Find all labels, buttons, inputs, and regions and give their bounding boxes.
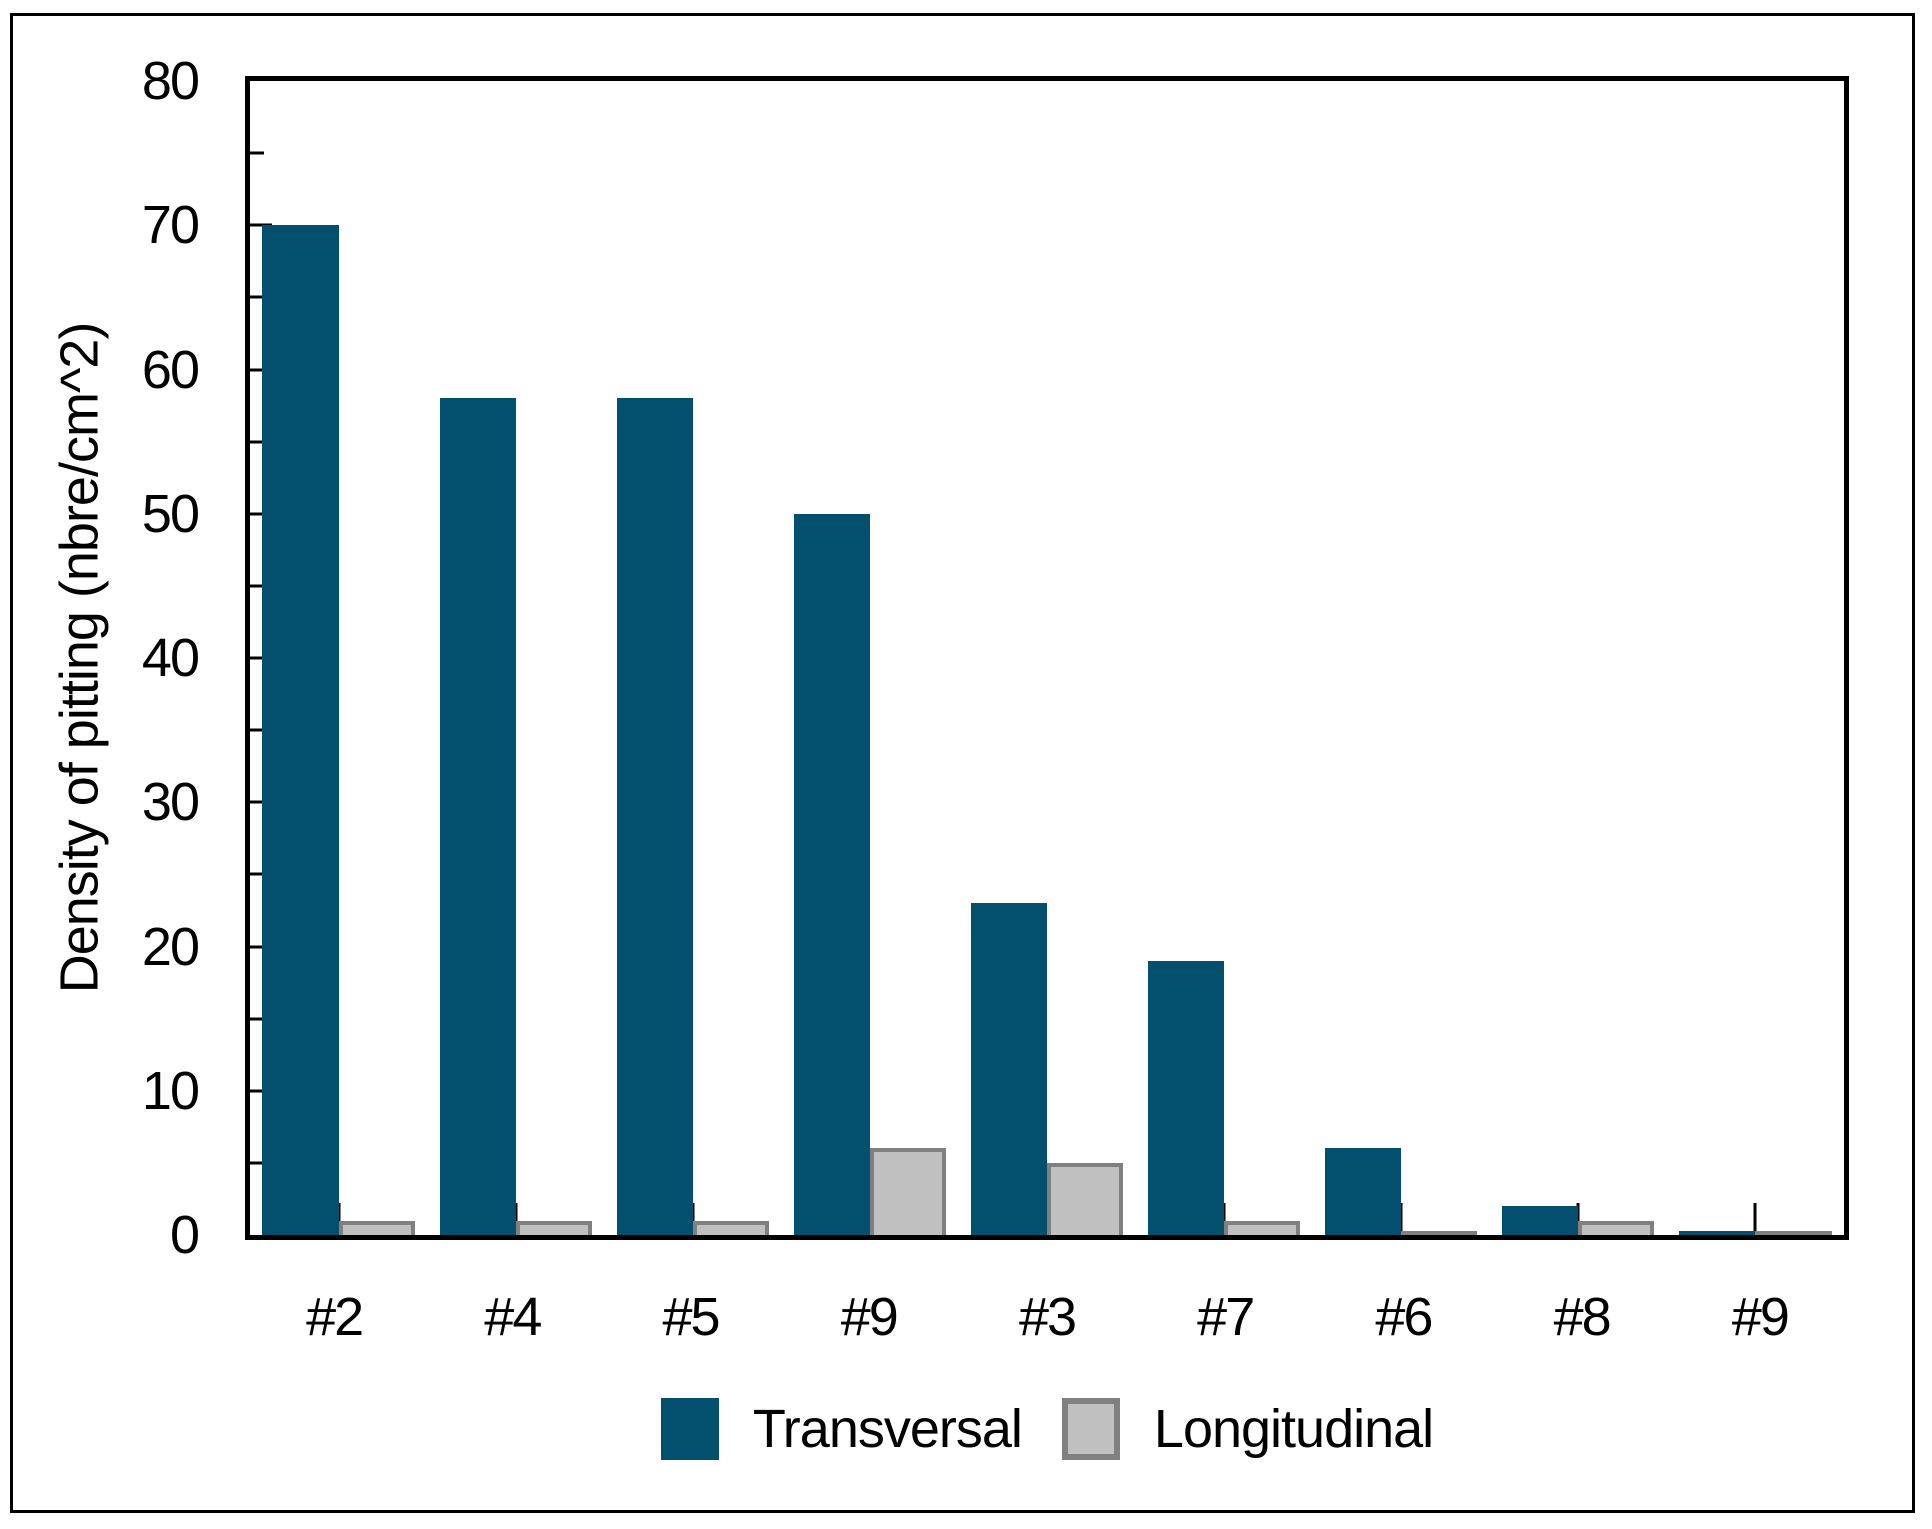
y-axis-major-tick: [250, 800, 272, 804]
x-axis-labels: #2 #4 #5 #9 #3 #7 #6 #8 #9: [245, 1240, 1849, 1360]
y-axis-minor-tick: [250, 728, 264, 732]
x-tick-label-#4-1: #4: [484, 1287, 542, 1347]
y-tick-label-10: 10: [141, 1060, 200, 1121]
bar-transversal-#3: [970, 903, 1047, 1235]
category-slot-#5: [604, 81, 781, 1235]
y-tick-label-40: 40: [141, 628, 200, 688]
legend-swatch-transversal: [660, 1398, 719, 1460]
x-tick-label-#2-0: #2: [306, 1287, 364, 1347]
category-slot-#6: [1313, 81, 1490, 1235]
x-axis-tick: [691, 1203, 695, 1235]
y-axis-major-tick: [250, 223, 272, 227]
y-axis-major-tick: [250, 656, 272, 660]
x-axis-tick: [1222, 1203, 1226, 1235]
y-axis-minor-tick: [250, 872, 264, 876]
x-tick-label-#3-4: #3: [1018, 1287, 1077, 1347]
category-slot-#3: [958, 81, 1135, 1235]
bar-transversal-#5: [616, 398, 693, 1235]
x-tick-label-#8-7: #8: [1553, 1287, 1612, 1347]
legend-item-longitudinal: Longitudinal: [1061, 1398, 1434, 1460]
y-axis-major-tick: [250, 368, 272, 371]
legend-item-transversal: Transversal: [660, 1398, 1023, 1460]
y-axis-minor-tick: [250, 1161, 264, 1165]
y-axis-minor-tick: [250, 440, 264, 444]
y-tick-label-0: 0: [169, 1205, 200, 1265]
bar-transversal-#9: [793, 513, 870, 1235]
bar-longitudinal-#8: [1578, 1220, 1655, 1235]
y-tick-label-80: 80: [141, 51, 200, 111]
bar-longitudinal-#4: [515, 1220, 592, 1235]
y-tick-label-60: 60: [141, 339, 200, 400]
y-axis-minor-tick: [250, 1017, 264, 1021]
plot-area: [245, 76, 1849, 1240]
x-tick-label-#5-2: #5: [662, 1287, 721, 1347]
y-axis-major-tick: [250, 512, 272, 516]
category-slot-#7: [1136, 81, 1313, 1235]
category-slot-#9: [1667, 81, 1844, 1235]
bar-transversal-#7: [1147, 960, 1225, 1235]
legend-swatch-longitudinal: [1061, 1398, 1120, 1460]
category-slot-#4: [427, 81, 604, 1235]
y-axis-minor-tick: [250, 295, 264, 299]
bar-longitudinal-#6: [1401, 1231, 1478, 1235]
x-axis-tick: [337, 1203, 341, 1235]
x-tick-label-#9-8: #9: [1731, 1287, 1790, 1347]
category-slot-#8: [1490, 81, 1667, 1235]
x-tick-label-#7-5: #7: [1197, 1287, 1255, 1347]
bar-transversal-#2: [262, 225, 339, 1235]
y-tick-label-30: 30: [141, 772, 200, 833]
legend-label-transversal: Transversal: [752, 1399, 1023, 1459]
bar-longitudinal-#9: [1755, 1231, 1832, 1235]
category-slot-#9: [781, 81, 958, 1235]
y-axis-labels: 0 10 20 30 40 50 60 70 80: [0, 54, 200, 1262]
y-axis-minor-tick: [250, 584, 264, 588]
bar-longitudinal-#7: [1224, 1220, 1301, 1235]
x-axis-tick: [1753, 1203, 1757, 1235]
x-axis-tick: [1576, 1203, 1580, 1235]
bar-longitudinal-#5: [692, 1220, 769, 1235]
bar-transversal-#4: [439, 398, 516, 1235]
bar-transversal-#9: [1679, 1230, 1756, 1235]
x-tick-label-#9-3: #9: [840, 1287, 899, 1347]
bar-longitudinal-#3: [1046, 1162, 1124, 1235]
y-tick-label-70: 70: [141, 195, 200, 256]
y-axis-minor-tick: [250, 151, 264, 155]
bar-transversal-#6: [1325, 1148, 1402, 1235]
bar-longitudinal-#9: [869, 1148, 947, 1235]
y-tick-label-20: 20: [141, 916, 200, 977]
bar-longitudinal-#2: [338, 1220, 415, 1235]
category-slot-#2: [250, 81, 427, 1235]
legend-label-longitudinal: Longitudinal: [1153, 1399, 1434, 1459]
y-axis-major-tick: [250, 1089, 272, 1093]
x-axis-tick: [514, 1203, 518, 1235]
y-axis-major-tick: [250, 945, 272, 948]
x-axis-tick: [1399, 1203, 1403, 1235]
legend: Transversal Longitudinal: [245, 1398, 1849, 1460]
bar-transversal-#8: [1502, 1206, 1579, 1235]
x-tick-label-#6-6: #6: [1375, 1287, 1433, 1347]
y-tick-label-50: 50: [141, 483, 200, 544]
